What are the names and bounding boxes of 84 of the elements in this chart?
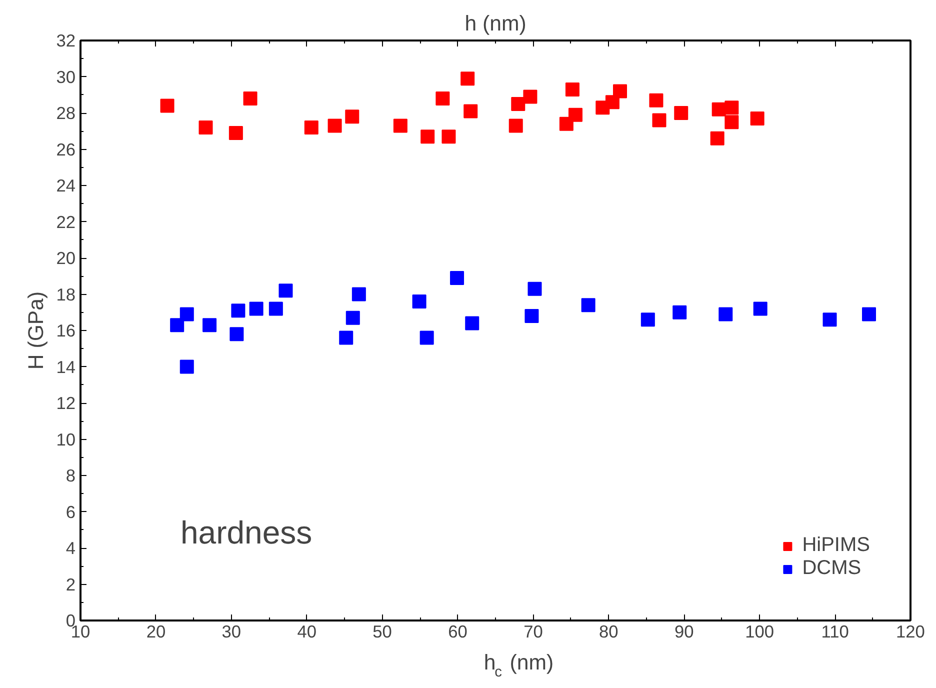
point <box>652 113 666 128</box>
point <box>243 92 258 106</box>
point <box>198 120 213 134</box>
point <box>345 110 360 124</box>
point <box>724 115 739 130</box>
x-tick-label: 30 <box>222 622 242 642</box>
y-tick-label: 6 <box>66 502 76 522</box>
y-tick-label: 30 <box>56 66 76 87</box>
point <box>568 108 582 122</box>
x-tick-label: 50 <box>372 622 392 642</box>
point <box>420 130 435 144</box>
point <box>724 100 739 115</box>
point <box>528 282 542 296</box>
point <box>508 118 523 133</box>
point <box>712 102 726 116</box>
x-tick-label: 80 <box>599 622 618 642</box>
point <box>339 330 354 345</box>
point <box>268 302 283 316</box>
point <box>511 96 526 111</box>
x-tick-label: 20 <box>146 622 166 642</box>
point <box>450 270 464 285</box>
y-tick-label: 10 <box>56 429 76 450</box>
point <box>649 93 664 108</box>
point <box>420 330 434 345</box>
x-tick-label: 100 <box>745 622 774 642</box>
y-tick-label: 22 <box>56 212 76 232</box>
point <box>460 72 475 86</box>
point <box>278 284 293 298</box>
point <box>465 316 480 330</box>
point <box>442 130 456 144</box>
point <box>581 298 596 312</box>
point <box>753 302 768 316</box>
point <box>674 106 688 120</box>
x-tick-label: 70 <box>524 622 543 642</box>
point <box>180 360 194 374</box>
point <box>231 304 246 318</box>
y-axis-title: H (GPa) <box>24 291 48 370</box>
y-tick-label: 28 <box>56 103 76 123</box>
point <box>565 82 580 96</box>
point <box>710 131 724 146</box>
y-tick-label: 12 <box>56 393 76 413</box>
point <box>304 120 318 134</box>
point <box>393 118 408 133</box>
legend-label: HiPIMS <box>802 534 870 557</box>
point <box>170 318 184 332</box>
x2-axis-title: h (nm) <box>464 12 526 36</box>
point <box>412 294 426 308</box>
y-tick-label: 8 <box>66 466 76 486</box>
y-tick-label: 32 <box>56 30 76 50</box>
point <box>672 305 687 320</box>
point <box>436 92 450 106</box>
point <box>464 104 478 118</box>
point <box>160 98 174 113</box>
y-tick-label: 24 <box>56 176 76 196</box>
annotation: hardness <box>180 514 312 550</box>
point <box>202 318 217 332</box>
point <box>352 287 366 302</box>
x-tick-label: 60 <box>448 622 468 642</box>
point <box>180 307 194 322</box>
point <box>750 111 764 126</box>
y-tick-label: 26 <box>56 139 76 160</box>
point <box>524 309 539 323</box>
point <box>822 312 837 327</box>
y-tick-label: 18 <box>56 284 76 304</box>
point <box>228 126 243 140</box>
y-tick-label: 2 <box>66 574 76 594</box>
point <box>862 307 876 322</box>
x-tick-label: 120 <box>896 622 925 642</box>
point <box>718 307 733 322</box>
y-tick-label: 4 <box>66 538 76 558</box>
y-tick-label: 16 <box>56 320 76 340</box>
point <box>640 312 655 327</box>
point <box>523 90 538 104</box>
point <box>613 84 627 98</box>
x-tick-label: 110 <box>821 622 849 642</box>
x-tick-label: 90 <box>674 622 694 642</box>
y-tick-label: 20 <box>56 248 76 268</box>
point <box>249 302 264 316</box>
y-tick-label: 14 <box>56 356 76 377</box>
x-tick-label: 40 <box>297 622 317 642</box>
point <box>230 327 244 342</box>
point <box>346 310 360 325</box>
point <box>328 118 342 133</box>
legend-label: DCMS <box>802 557 862 580</box>
